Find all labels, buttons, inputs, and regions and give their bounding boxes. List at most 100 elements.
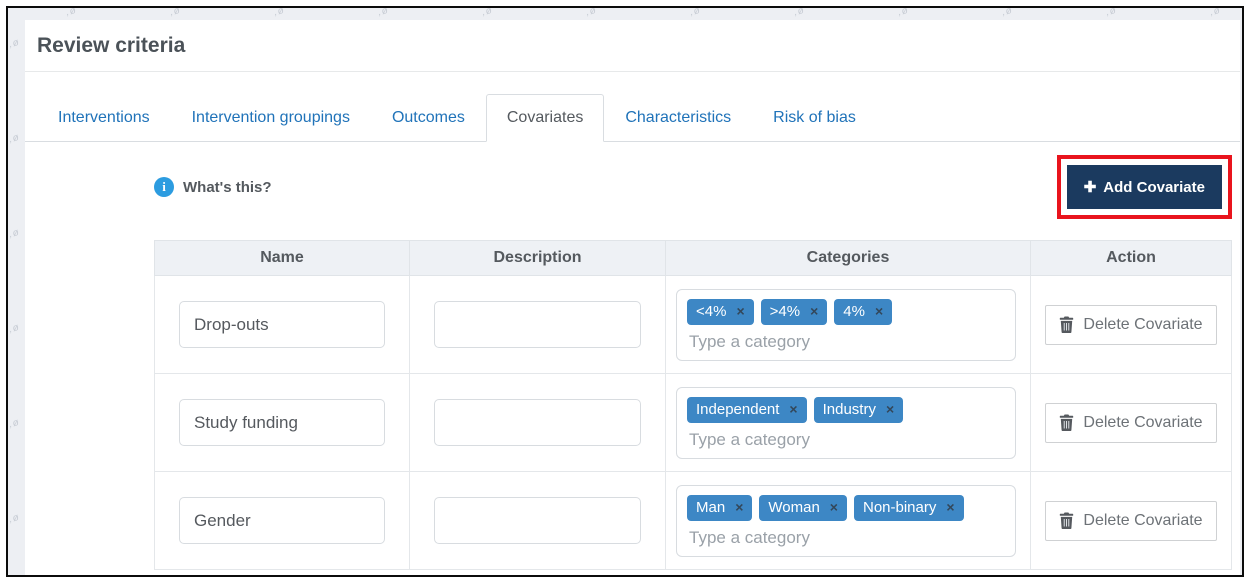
toolbar-row: i What's this? ✚ Add Covariate (154, 155, 1232, 219)
cell-name (154, 471, 410, 570)
screenshot-frame: ,ø ,ø ,ø ,ø ,ø ,ø ,ø ,ø ,ø ,ø ,ø ,ø ,ø ,ø ,ø ,ø ,ø ,ø Rev… (6, 6, 1244, 577)
categories-box: <4% × >4% × 4% × (676, 288, 1016, 361)
cell-categories: <4% × >4% × 4% × (665, 275, 1031, 374)
delete-covariate-button[interactable]: Delete Covariate (1045, 304, 1217, 345)
column-header-categories: Categories (665, 240, 1031, 276)
tab-interventions[interactable]: Interventions (58, 109, 150, 126)
table-row: Man × Woman × Non-binary × Delete Covariate (154, 471, 1232, 570)
watermark-glyph: ,ø (376, 6, 391, 19)
category-tag-label: Non-binary (862, 498, 937, 516)
category-tag-label: <4% (696, 302, 727, 320)
covariate-description-input[interactable] (434, 497, 641, 544)
delete-covariate-label: Delete Covariate (1083, 413, 1203, 431)
cell-categories: Man × Woman × Non-binary × (665, 471, 1031, 570)
whats-this-label: What's this? (183, 178, 272, 196)
table-row: <4% × >4% × 4% × Delete Covariate (154, 275, 1232, 374)
review-criteria-card: Review criteria Interventions Interventio… (25, 20, 1240, 575)
info-icon: i (154, 177, 174, 197)
tab-intervention-groupings[interactable]: Intervention groupings (191, 109, 350, 126)
tab-risk-of-bias[interactable]: Risk of bias (773, 109, 856, 126)
remove-tag-icon[interactable]: × (874, 303, 884, 319)
watermark-glyph: ,ø (1208, 6, 1223, 19)
delete-covariate-button[interactable]: Delete Covariate (1045, 500, 1217, 541)
cell-name (154, 275, 410, 374)
page-title: Review criteria (37, 34, 186, 57)
covariate-description-input[interactable] (434, 301, 641, 348)
plus-icon: ✚ (1083, 179, 1097, 196)
table-row: Independent × Industry × Delete Covariate (154, 373, 1232, 472)
trash-icon (1059, 512, 1074, 529)
watermark-glyph: ,ø (7, 226, 22, 241)
category-tag: Woman × (759, 494, 847, 521)
tab-outcomes[interactable]: Outcomes (391, 109, 465, 126)
watermark-glyph: ,ø (7, 36, 22, 51)
category-input[interactable] (689, 429, 992, 450)
category-tag: >4% × (760, 298, 828, 325)
watermark-glyph: ,ø (896, 6, 911, 19)
cell-action: Delete Covariate (1030, 373, 1232, 472)
column-header-name: Name (154, 240, 410, 276)
covariate-name-input[interactable] (179, 497, 385, 544)
category-tag-label: Man (696, 498, 726, 516)
category-tag: Industry × (813, 396, 904, 423)
cell-categories: Independent × Industry × (665, 373, 1031, 472)
watermark-glyph: ,ø (168, 6, 183, 19)
tag-list: Man × Woman × Non-binary × (687, 494, 1005, 521)
cell-description (409, 373, 666, 472)
watermark-glyph: ,ø (7, 321, 22, 336)
category-input[interactable] (689, 331, 992, 352)
watermark-glyph: ,ø (7, 511, 22, 526)
cell-action: Delete Covariate (1030, 275, 1232, 374)
categories-box: Man × Woman × Non-binary × (676, 484, 1016, 557)
covariate-description-input[interactable] (434, 399, 641, 446)
tab-characteristics[interactable]: Characteristics (625, 109, 732, 126)
table-body: <4%×>4%×4%×Delete CovariateIndependent×I… (154, 275, 1232, 570)
watermark-glyph: ,ø (7, 416, 22, 431)
category-tag: Man × (687, 494, 753, 521)
category-input[interactable] (689, 527, 992, 548)
category-tag: Independent × (687, 396, 807, 423)
remove-tag-icon[interactable]: × (829, 499, 838, 515)
whats-this-link[interactable]: i What's this? (154, 177, 272, 197)
trash-icon (1059, 414, 1074, 431)
cell-description (409, 471, 666, 570)
category-tag-label: Industry (822, 400, 876, 418)
category-tag: <4% × (687, 298, 754, 325)
category-tag: Non-binary × (853, 494, 964, 521)
remove-tag-icon[interactable]: × (789, 401, 798, 417)
remove-tag-icon[interactable]: × (946, 499, 955, 515)
tag-list: <4% × >4% × 4% × (687, 298, 1005, 325)
tag-list: Independent × Industry × (687, 396, 1005, 423)
remove-tag-icon[interactable]: × (810, 303, 819, 319)
title-divider (25, 71, 1240, 72)
category-tag-label: >4% (769, 302, 801, 320)
add-covariate-button[interactable]: ✚ Add Covariate (1066, 165, 1222, 209)
categories-box: Independent × Industry × (676, 386, 1016, 459)
watermark-glyph: ,ø (64, 6, 79, 19)
remove-tag-icon[interactable]: × (735, 499, 744, 515)
category-tag-label: 4% (843, 302, 865, 320)
watermark-glyph: ,ø (1000, 6, 1015, 19)
covariate-name-input[interactable] (179, 399, 385, 446)
table-header-row: Name Description Categories Action (154, 240, 1232, 276)
delete-covariate-label: Delete Covariate (1083, 315, 1203, 333)
watermark-glyph: ,ø (1104, 6, 1119, 19)
tab-covariates[interactable]: Covariates (485, 94, 605, 142)
category-tag-label: Independent (696, 400, 780, 418)
watermark-glyph: ,ø (272, 6, 287, 19)
watermark-glyph: ,ø (584, 6, 599, 19)
trash-icon (1059, 316, 1074, 333)
remove-tag-icon[interactable]: × (736, 303, 745, 319)
cell-description (409, 275, 666, 374)
remove-tag-icon[interactable]: × (885, 401, 895, 417)
watermark-glyph: ,ø (688, 6, 703, 19)
cell-action: Delete Covariate (1030, 471, 1232, 570)
watermark-glyph: ,ø (480, 6, 495, 19)
category-tag: 4% × (834, 298, 893, 325)
delete-covariate-button[interactable]: Delete Covariate (1045, 402, 1217, 443)
tab-bar: Interventions Intervention groupings Outco… (25, 94, 1240, 142)
delete-covariate-label: Delete Covariate (1083, 511, 1203, 529)
covariate-name-input[interactable] (179, 301, 385, 348)
add-covariate-label: Add Covariate (1103, 178, 1205, 196)
